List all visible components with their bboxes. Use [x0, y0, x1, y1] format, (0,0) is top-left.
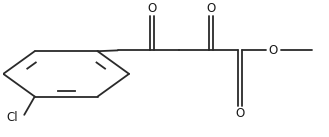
Text: O: O [147, 2, 157, 15]
Text: O: O [207, 2, 216, 15]
Text: O: O [269, 44, 278, 57]
Text: O: O [236, 107, 245, 120]
Text: Cl: Cl [7, 111, 18, 124]
